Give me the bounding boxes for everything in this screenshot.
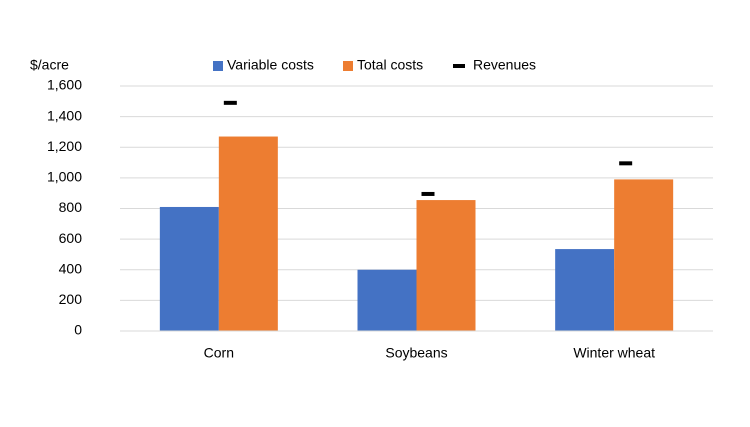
bar [357, 269, 417, 331]
legend-label: Total costs [357, 57, 423, 73]
bar [555, 249, 615, 331]
legend-swatch [213, 61, 223, 71]
y-tick-label: 200 [59, 291, 83, 307]
legend-swatch [343, 61, 353, 71]
x-tick-label: Corn [204, 345, 234, 361]
y-tick-label: 1,200 [47, 138, 82, 154]
y-tick-label: 400 [59, 260, 83, 276]
x-tick-label: Soybeans [385, 345, 447, 361]
y-tick-label: 600 [59, 230, 83, 246]
y-tick-label: 800 [59, 199, 83, 215]
y-tick-label: 1,600 [47, 77, 82, 93]
legend-label: Variable costs [227, 57, 314, 73]
legend-label: Revenues [473, 57, 536, 73]
x-tick-label: Winter wheat [573, 345, 655, 361]
bar [614, 179, 674, 331]
bar [218, 136, 278, 331]
y-tick-label: 1,400 [47, 107, 82, 123]
bar [416, 200, 476, 331]
y-tick-label: 1,000 [47, 169, 82, 185]
y-tick-label: 0 [74, 322, 82, 338]
bar [159, 206, 219, 331]
y-axis-label: $/acre [30, 57, 69, 73]
